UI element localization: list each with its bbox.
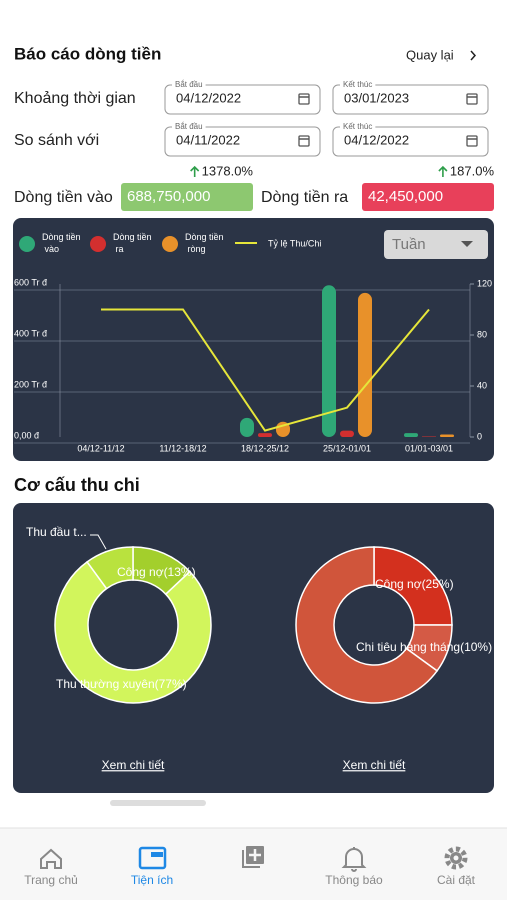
scroll-indicator — [110, 800, 206, 806]
period-select[interactable] — [384, 230, 488, 259]
amount-value: 42,450,000 — [368, 188, 443, 205]
nav-label[interactable]: Thông báo — [325, 873, 383, 887]
gear-icon-hole — [453, 855, 459, 861]
date-field-label: Bắt đầu — [175, 80, 203, 89]
chevron — [470, 50, 477, 61]
y2-tick-label: 80 — [477, 329, 487, 339]
pies: Công nợ(13%) Thu thường xuyên(77%) Thu đầu… — [26, 525, 492, 704]
legend-label: Dòng tiền ra — [113, 232, 152, 254]
legend-dot — [19, 236, 35, 252]
detail-link[interactable]: Xem chi tiết — [343, 758, 406, 772]
dropdown-arrow — [461, 241, 473, 247]
bar — [340, 430, 354, 437]
change-value: 1378.0% — [202, 163, 254, 178]
bar — [422, 436, 436, 437]
bar — [404, 433, 418, 437]
up-arrow — [438, 165, 448, 177]
nav-label[interactable]: Cài đặt — [437, 873, 476, 887]
bar — [322, 285, 336, 437]
legend-label: Tỷ lệ Thu/Chi — [268, 238, 321, 248]
y2-tick-label: 120 — [477, 278, 492, 288]
utility-icon[interactable] — [138, 846, 167, 870]
y-tick-label: 0,00 đ — [14, 430, 39, 440]
slice-label: Công nợ(25%) — [375, 577, 454, 591]
label-bg — [340, 81, 376, 89]
date-field[interactable] — [332, 84, 489, 115]
slice-label: Thu thường xuyên(77%) — [56, 677, 187, 691]
back-button[interactable]: Quay lại — [406, 47, 454, 62]
date-field-label: Kết thúc — [343, 122, 372, 131]
y-tick-label: 600 Tr đ — [14, 277, 47, 287]
x-tick-label: 25/12-01/01 — [323, 443, 371, 453]
calendar-icon — [466, 135, 478, 147]
y2-tick-label: 40 — [477, 380, 487, 390]
date-value: 04/11/2022 — [176, 132, 240, 147]
date-field-label: Bắt đầu — [175, 122, 203, 131]
date-field[interactable] — [164, 84, 321, 115]
label-bg — [340, 123, 376, 131]
page-title: Báo cáo dòng tiền — [14, 44, 161, 63]
date-value: 04/12/2022 — [344, 132, 409, 147]
amount-box — [362, 183, 494, 211]
y-tick-label: 200 Tr đ — [14, 379, 47, 389]
period-value: Tuần — [392, 236, 426, 253]
ratio-line — [101, 308, 430, 432]
label-bg — [172, 123, 206, 131]
add-icon-plus — [249, 849, 261, 861]
bar — [358, 292, 372, 437]
legend-dot — [90, 236, 106, 252]
bar — [440, 434, 454, 437]
y-tick-label: 400 Tr đ — [14, 328, 47, 338]
home-icon[interactable] — [40, 848, 62, 869]
slice-label: Công nợ(13%) — [117, 565, 196, 579]
donut-slice — [54, 560, 212, 704]
filter-label: Khoảng thời gian — [14, 90, 136, 107]
x-tick-label: 11/12-18/12 — [159, 443, 206, 453]
y2-tick-label: 0 — [477, 431, 482, 441]
x-tick-label: 01/01-03/01 — [405, 443, 453, 453]
gear-icon[interactable] — [444, 846, 468, 870]
date-value: 04/12/2022 — [176, 90, 241, 105]
donut-slice — [373, 546, 453, 626]
section-title: Cơ cấu thu chi — [14, 475, 140, 495]
x-tick-label: 04/12-11/12 — [77, 443, 124, 453]
date-field-label: Kết thúc — [343, 80, 372, 89]
amount-value: 688,750,000 — [127, 188, 210, 205]
legend-label: Dòng tiền vào — [42, 232, 81, 254]
amount-box — [121, 183, 253, 211]
date-field[interactable] — [332, 126, 489, 157]
filter-label: So sánh với — [14, 132, 99, 149]
legend-dot — [162, 236, 178, 252]
add-icon-back — [242, 850, 260, 868]
legend-label: Dòng tiền ròng — [185, 232, 224, 254]
utility-icon-tab — [151, 852, 163, 857]
calendar-icon — [298, 93, 310, 105]
detail-link[interactable]: Xem chi tiết — [102, 758, 165, 772]
donut-slice — [86, 546, 134, 590]
up-arrow — [190, 165, 200, 177]
date-field[interactable] — [164, 126, 321, 157]
summary-label: Dòng tiền ra — [261, 189, 348, 206]
bell-icon[interactable] — [341, 847, 367, 872]
bar — [240, 417, 254, 437]
date-value: 03/01/2023 — [344, 90, 409, 105]
calendar-icon — [298, 135, 310, 147]
chart-panel — [13, 218, 494, 461]
nav-label[interactable]: Trang chủ — [24, 873, 78, 887]
calendar-icon — [466, 93, 478, 105]
bar — [258, 433, 272, 437]
x-tick-label: 18/12-25/12 — [241, 443, 289, 453]
slice-label: Thu đầu t... — [26, 525, 87, 539]
slice-label: Chi tiêu hàng tháng(10%) — [356, 640, 492, 654]
nav-label[interactable]: Tiện ích — [131, 873, 173, 887]
label-bg — [172, 81, 206, 89]
label-leader — [90, 534, 107, 550]
summary-label: Dòng tiền vào — [14, 189, 113, 206]
donut-slice — [295, 546, 439, 704]
change-value: 187.0% — [450, 163, 495, 178]
